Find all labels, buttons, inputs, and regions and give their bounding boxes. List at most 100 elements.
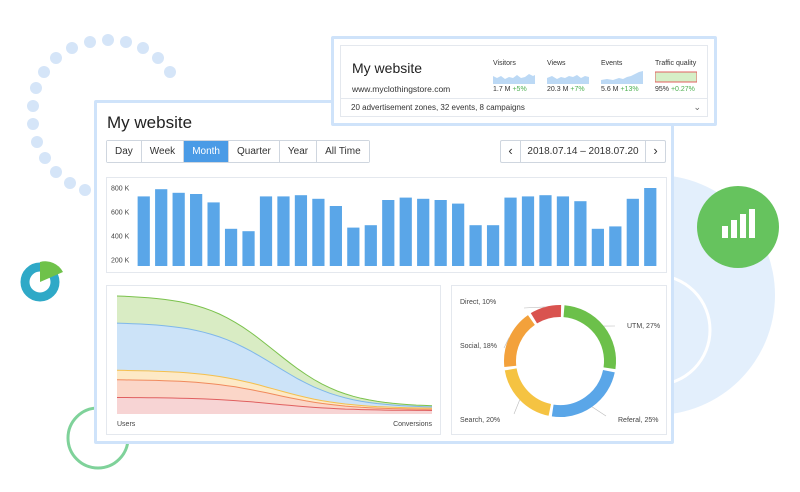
bar[interactable] xyxy=(521,196,535,266)
bar[interactable] xyxy=(591,228,604,266)
bar[interactable] xyxy=(172,192,185,266)
metric-label: Events xyxy=(601,60,623,67)
bar[interactable] xyxy=(644,188,657,266)
bar[interactable] xyxy=(452,203,465,266)
metric-delta: +5% xyxy=(512,86,527,93)
traffic-quality-bar xyxy=(655,71,697,83)
x-label-conversions: Conversions xyxy=(393,421,432,428)
y-tick-label: 400 K xyxy=(111,234,130,241)
slice-label: UTM, 27% xyxy=(627,323,660,330)
bar[interactable] xyxy=(609,226,622,266)
y-tick-label: 200 K xyxy=(111,258,130,265)
metric-value: 20.3 M xyxy=(547,86,569,93)
metric-value: 1.7 M xyxy=(493,86,511,93)
summary-card[interactable]: My website www.myclothingstore.com Visit… xyxy=(331,36,717,126)
area-series-line xyxy=(116,322,433,408)
area-series-line xyxy=(116,379,433,410)
page-title: My website xyxy=(107,113,193,132)
area-series xyxy=(117,397,432,414)
bar[interactable] xyxy=(242,231,255,266)
metric-label: Traffic quality xyxy=(655,60,697,67)
bar[interactable] xyxy=(312,198,325,266)
bar[interactable] xyxy=(347,227,360,266)
donut-slice[interactable] xyxy=(530,305,562,324)
metric-traffic-quality: Traffic quality 95% +0.27% xyxy=(655,60,715,93)
decor-donut-icon xyxy=(20,261,63,302)
metric-label: Views xyxy=(547,60,566,67)
bar[interactable] xyxy=(259,196,273,266)
y-tick-label: 800 K xyxy=(111,186,130,193)
tab-quarter[interactable]: Quarter xyxy=(228,141,280,162)
bar[interactable] xyxy=(434,200,447,266)
funnel-chart-panel: Users Conversions xyxy=(106,285,441,435)
bar-chart-badge-icon xyxy=(697,186,779,268)
chevron-right-icon[interactable]: › xyxy=(645,141,665,162)
donut-slice[interactable] xyxy=(563,305,617,370)
bar[interactable] xyxy=(504,197,517,266)
period-tabs: Day Week Month Quarter Year All Time xyxy=(106,140,370,163)
tab-all-time[interactable]: All Time xyxy=(317,141,369,162)
summary-card-body: My website www.myclothingstore.com Visit… xyxy=(340,45,708,117)
tab-week[interactable]: Week xyxy=(141,141,185,162)
metric-delta: +13% xyxy=(620,86,639,93)
bar[interactable] xyxy=(329,206,342,266)
leader-line xyxy=(513,399,520,415)
metric-delta: +0.27% xyxy=(670,86,695,93)
tab-day[interactable]: Day xyxy=(107,141,142,162)
metric-label: Visitors xyxy=(493,60,516,67)
bar[interactable] xyxy=(469,225,482,266)
metric-views: Views 20.3 M +7% xyxy=(547,60,607,93)
metric-visitors: Visitors 1.7 M +5% xyxy=(493,60,553,93)
donut-slice[interactable] xyxy=(551,369,615,418)
bar[interactable] xyxy=(155,189,168,266)
traffic-donut-chart: UTM, 27% Referal, 25% Search, 20% Social, 1… xyxy=(460,299,660,424)
summary-footer-text: 20 advertisement zones, 32 events, 8 cam… xyxy=(351,103,525,112)
slice-label: Referal, 25% xyxy=(618,417,658,424)
visitors-sparkline xyxy=(493,74,535,84)
date-range-picker: ‹ 2018.07.14 – 2018.07.20 › xyxy=(500,140,666,163)
bar[interactable] xyxy=(207,202,220,266)
bar[interactable] xyxy=(294,195,308,266)
area-series-line xyxy=(117,397,433,411)
funnel-area-chart xyxy=(116,295,433,414)
bar[interactable] xyxy=(190,194,203,266)
leader-line xyxy=(503,337,510,349)
slice-label: Search, 20% xyxy=(460,417,500,424)
bar[interactable] xyxy=(626,198,639,266)
bar[interactable] xyxy=(556,196,570,266)
decor-dotted-arc xyxy=(27,34,176,196)
traffic-sources-panel: UTM, 27% Referal, 25% Search, 20% Social, 1… xyxy=(451,285,667,435)
bar-chart-panel: 800 K 600 K 400 K 200 K xyxy=(106,177,667,273)
chevron-left-icon[interactable]: ‹ xyxy=(501,141,521,162)
donut-slice[interactable] xyxy=(504,315,536,368)
chevron-down-icon[interactable]: ⌄ xyxy=(693,102,701,112)
summary-footer[interactable]: 20 advertisement zones, 32 events, 8 cam… xyxy=(341,98,707,116)
donut-slice[interactable] xyxy=(504,368,552,416)
bar-chart: 800 K 600 K 400 K 200 K xyxy=(111,186,657,266)
bar[interactable] xyxy=(539,195,552,266)
metric-delta: +7% xyxy=(570,86,585,93)
site-url: www.myclothingstore.com xyxy=(352,84,451,94)
leader-line xyxy=(523,306,546,309)
metric-events: Events 5.6 M +13% xyxy=(601,60,661,93)
bar[interactable] xyxy=(277,196,290,266)
bar[interactable] xyxy=(137,196,150,266)
bar[interactable] xyxy=(224,228,238,266)
bar[interactable] xyxy=(417,198,430,266)
bar[interactable] xyxy=(382,200,395,266)
bar[interactable] xyxy=(399,197,412,266)
tab-year[interactable]: Year xyxy=(279,141,318,162)
summary-title: My website xyxy=(352,60,423,76)
date-range-text[interactable]: 2018.07.14 – 2018.07.20 xyxy=(527,146,639,157)
metric-value: 95% xyxy=(655,86,670,93)
bar[interactable] xyxy=(486,225,500,266)
dashboard-window: My website Day Week Month Quarter Year A… xyxy=(94,100,674,444)
bar[interactable] xyxy=(364,225,377,266)
metric-value: 5.6 M xyxy=(601,86,619,93)
x-label-users: Users xyxy=(117,421,136,428)
bar[interactable] xyxy=(574,201,587,266)
views-sparkline xyxy=(547,75,589,84)
area-series-line xyxy=(116,295,433,407)
tab-month[interactable]: Month xyxy=(184,141,229,162)
events-sparkline xyxy=(601,71,643,84)
